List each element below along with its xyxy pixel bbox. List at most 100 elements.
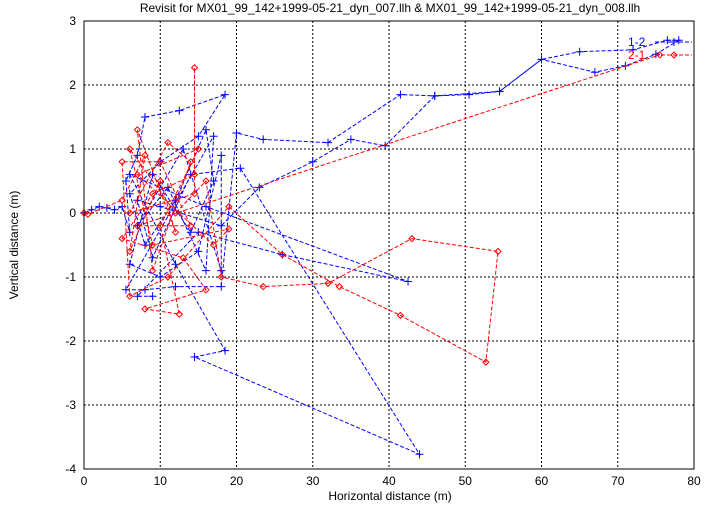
plus-marker: [430, 91, 439, 100]
diamond-marker: [118, 196, 126, 204]
y-tick-label: 3: [69, 14, 76, 28]
plus-marker: [186, 228, 195, 237]
diamond-marker: [171, 228, 180, 236]
diamond-marker: [118, 158, 126, 166]
plus-marker: [125, 170, 134, 179]
x-tick-label: 0: [81, 474, 88, 488]
plus-marker: [209, 177, 218, 185]
plus-marker: [308, 157, 317, 166]
plus-marker: [674, 36, 683, 45]
diamond-marker: [259, 282, 267, 291]
plus-marker: [629, 45, 637, 54]
plus-marker: [217, 151, 226, 160]
plus-marker: [148, 170, 157, 179]
series-1-2: [80, 36, 683, 459]
diamond-marker: [133, 222, 142, 230]
chart-title: Revisit for MX01_99_142+1999-05-21_dyn_0…: [140, 1, 640, 15]
plus-marker: [148, 292, 157, 301]
diamond-marker: [141, 305, 149, 313]
plus-marker: [179, 145, 188, 153]
diamond-marker: [202, 286, 210, 294]
plus-marker: [121, 285, 130, 294]
diamond-marker: [335, 282, 344, 291]
plus-marker: [190, 353, 199, 361]
plus-marker: [663, 36, 672, 45]
diamond-marker: [156, 222, 164, 230]
diamond-marker: [141, 151, 149, 160]
grid: [84, 21, 694, 469]
plus-marker: [171, 282, 180, 291]
diamond-marker: [164, 273, 172, 281]
plus-marker: [537, 55, 546, 64]
diamond-marker: [670, 51, 678, 59]
diamond-marker: [84, 210, 92, 218]
plus-marker: [495, 87, 504, 96]
plus-marker: [404, 277, 413, 286]
plus-marker: [156, 273, 165, 281]
diamond-marker: [194, 145, 203, 153]
x-tick-label: 20: [230, 474, 244, 488]
plus-marker: [194, 228, 203, 237]
plus-marker: [346, 135, 355, 144]
diamond-marker: [655, 51, 664, 59]
diamond-marker: [171, 209, 180, 217]
plus-marker: [590, 68, 599, 77]
diamond-marker: [148, 241, 157, 249]
plus-marker: [575, 47, 584, 56]
x-tick-label: 30: [306, 474, 320, 488]
diamond-marker: [175, 310, 184, 318]
diamond-marker: [156, 177, 164, 185]
plus-marker: [95, 202, 104, 211]
series-line: [83, 54, 660, 363]
diamond-marker: [148, 266, 157, 275]
plus-marker: [148, 253, 157, 262]
diamond-marker: [126, 209, 134, 217]
plus-marker: [186, 170, 195, 179]
diamond-marker: [324, 279, 332, 288]
y-tick-label: 1: [69, 142, 76, 156]
x-tick-label: 40: [382, 474, 396, 488]
x-tick-label: 60: [535, 474, 549, 488]
y-tick-label: -4: [65, 462, 76, 476]
diamond-marker: [408, 234, 416, 243]
y-axis-label: Vertical distance (m): [7, 191, 21, 300]
y-tick-label: 2: [69, 78, 76, 92]
x-axis-label: Horizontal distance (m): [328, 489, 451, 503]
plus-marker: [209, 132, 218, 141]
tick-labels: 0 10 20 30 40 50 60 70 80 -4 -3 -2 -1 0 1 2 3: [65, 14, 701, 488]
diamond-marker: [209, 241, 218, 249]
plus-marker: [194, 132, 203, 141]
plus-marker: [415, 450, 424, 459]
diamond-marker: [133, 126, 142, 134]
diamond-marker: [494, 247, 502, 256]
diamond-marker: [225, 225, 233, 233]
plus-marker: [141, 285, 149, 294]
plus-marker: [259, 135, 268, 144]
y-tick-label: -3: [65, 398, 76, 412]
plus-marker: [202, 202, 210, 211]
diamond-marker: [225, 202, 233, 211]
diamond-marker: [179, 254, 187, 262]
plus-marker: [217, 221, 226, 230]
series-layer: [80, 36, 683, 459]
x-tick-label: 10: [154, 474, 168, 488]
plus-marker: [125, 260, 134, 269]
plus-marker: [156, 202, 165, 211]
diamond-marker: [126, 145, 134, 153]
plus-marker: [141, 113, 149, 121]
diamond-marker: [190, 190, 199, 198]
plus-marker: [396, 90, 405, 99]
diamond-marker: [190, 64, 199, 72]
plus-marker: [202, 266, 210, 275]
diamond-marker: [156, 158, 164, 166]
plus-marker: [255, 183, 264, 192]
plus-marker: [381, 141, 390, 150]
plus-marker: [110, 205, 119, 214]
plus-marker: [141, 241, 149, 249]
plus-marker: [221, 346, 230, 355]
series-line: [83, 39, 681, 456]
series-2-1: [80, 51, 664, 366]
plus-marker: [217, 282, 226, 291]
x-tick-label: 50: [459, 474, 473, 488]
plus-marker: [221, 90, 230, 99]
